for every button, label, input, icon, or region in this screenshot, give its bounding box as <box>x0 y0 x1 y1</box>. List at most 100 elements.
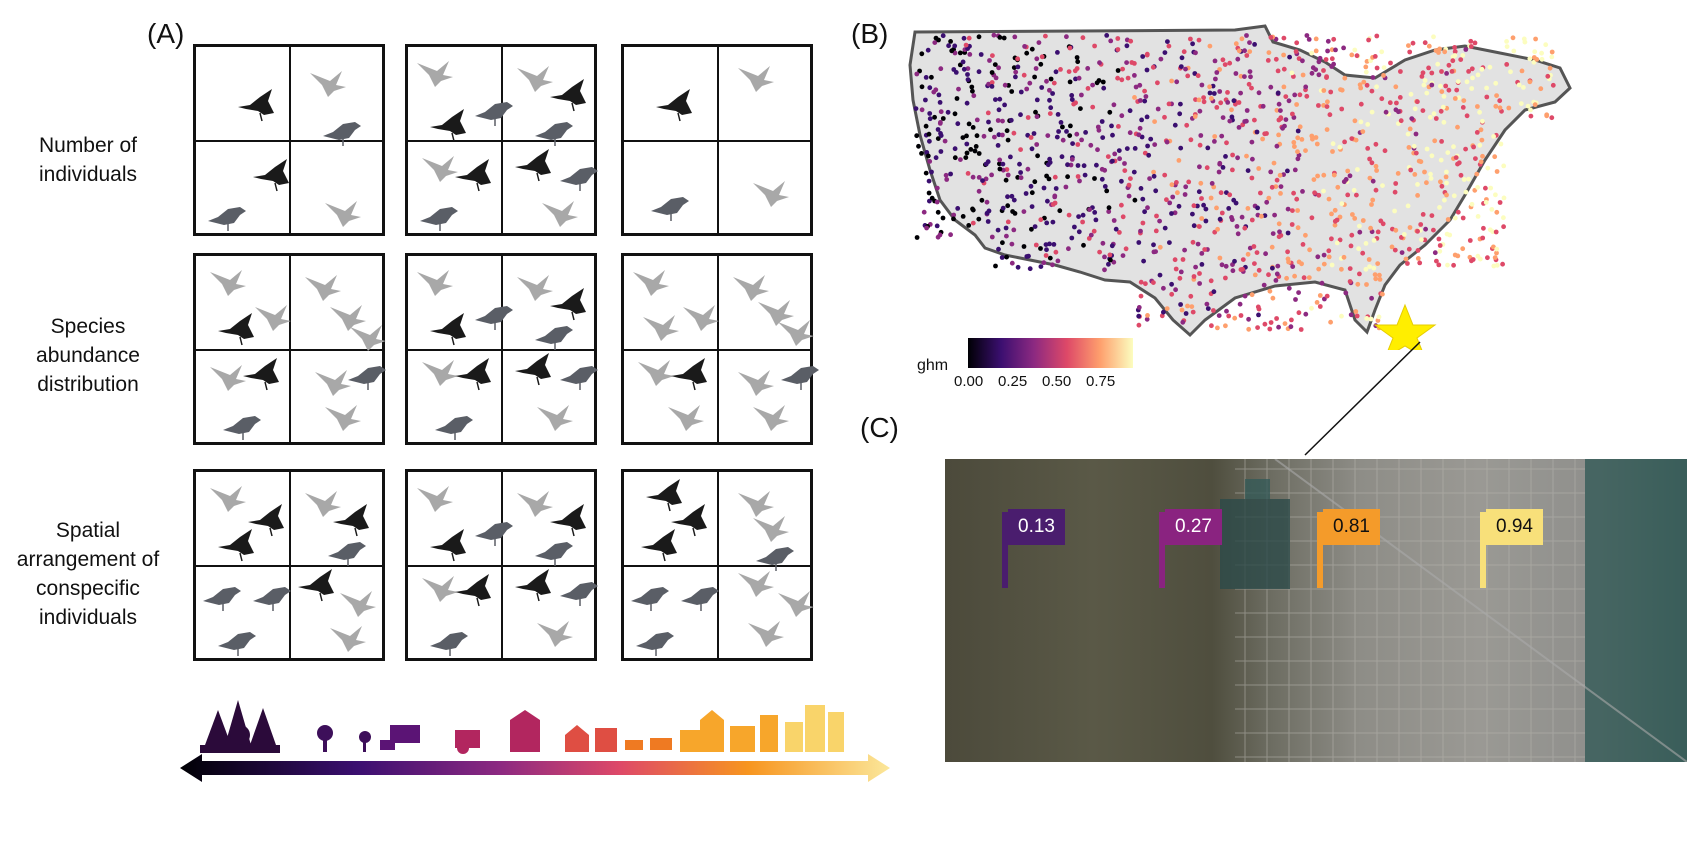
map-dot <box>986 119 991 125</box>
map-dot <box>1324 75 1329 80</box>
map-dot <box>966 223 972 228</box>
map-dot <box>1198 133 1204 138</box>
map-dot <box>952 146 958 152</box>
map-dot <box>1307 247 1312 253</box>
map-dot <box>932 40 938 45</box>
bird-icon <box>558 572 602 608</box>
map-dot <box>932 114 937 120</box>
map-dot <box>1281 84 1287 90</box>
bird-icon <box>513 147 557 183</box>
map-dot <box>1107 252 1113 258</box>
map-dot <box>1015 64 1021 70</box>
map-dot <box>1421 82 1427 88</box>
map-dot <box>984 199 990 205</box>
map-dot <box>1484 94 1490 100</box>
map-dot <box>1393 107 1399 113</box>
map-dot <box>1445 150 1451 156</box>
map-dot <box>1099 176 1105 182</box>
map-dot <box>1076 229 1082 235</box>
map-dot <box>1209 96 1214 101</box>
map-dot <box>1079 92 1084 98</box>
map-dot <box>1504 39 1509 44</box>
map-dot <box>1029 204 1035 210</box>
bird-icon <box>679 301 723 337</box>
bird-icon <box>413 57 457 93</box>
map-dot <box>1399 235 1404 240</box>
map-dot <box>1127 108 1133 114</box>
row-label-number-of-individuals: Number of individuals <box>3 131 173 189</box>
map-dot <box>989 70 995 75</box>
map-dot <box>1319 280 1325 286</box>
map-dot <box>1245 251 1251 257</box>
map-dot <box>1220 165 1226 170</box>
map-dot <box>1033 109 1038 115</box>
map-dot <box>1127 130 1133 136</box>
map-dot <box>1085 86 1091 91</box>
map-dot <box>1330 149 1335 154</box>
map-dot <box>969 84 975 90</box>
map-dot <box>1018 175 1024 181</box>
map-dot <box>1091 228 1097 234</box>
map-dot <box>1066 69 1072 74</box>
map-dot <box>1331 36 1337 42</box>
map-dot <box>1353 137 1359 143</box>
map-dot <box>1309 70 1315 76</box>
map-dot <box>1437 46 1442 52</box>
map-dot <box>976 34 982 40</box>
map-dot <box>1005 172 1011 178</box>
row-label-line: individuals <box>38 163 138 186</box>
map-dot <box>1249 217 1255 223</box>
map-dot <box>1140 220 1146 226</box>
map-dot <box>1249 175 1255 181</box>
map-dot <box>1094 162 1099 168</box>
map-dot <box>1360 129 1366 134</box>
bird-icon <box>669 356 713 392</box>
map-dot <box>1455 124 1460 130</box>
map-dot <box>1083 130 1088 135</box>
map-dot <box>1145 143 1150 149</box>
map-dot <box>1483 185 1488 191</box>
map-dot <box>1178 64 1184 69</box>
map-dot <box>1276 101 1282 107</box>
map-dot <box>1407 126 1413 132</box>
map-dot <box>1437 205 1442 210</box>
map-dot <box>1229 114 1235 120</box>
map-dot <box>1439 183 1445 189</box>
map-dot <box>983 176 989 182</box>
map-dot <box>1116 124 1121 129</box>
bird-icon <box>336 587 380 623</box>
map-dot <box>1415 248 1421 253</box>
map-dot <box>1115 47 1121 52</box>
map-dot <box>981 133 987 139</box>
map-dot <box>1470 75 1475 81</box>
map-dot <box>1140 54 1146 59</box>
map-dot <box>1271 160 1277 166</box>
map-dot <box>1235 155 1240 161</box>
map-dot <box>963 155 969 161</box>
map-dot <box>1434 258 1439 264</box>
map-dot <box>1251 244 1257 249</box>
map-dot <box>1021 244 1027 249</box>
map-dot <box>1269 244 1275 250</box>
map-dot <box>1095 147 1100 153</box>
map-dot <box>1092 176 1097 181</box>
map-dot <box>1366 257 1372 262</box>
map-dot <box>1075 59 1081 65</box>
map-dot <box>1392 208 1397 214</box>
map-dot <box>1212 229 1218 235</box>
map-dot <box>1218 100 1224 106</box>
map-dot <box>964 100 970 106</box>
map-dot <box>1436 262 1442 268</box>
flag-pole <box>1002 512 1008 588</box>
map-dot <box>1274 143 1280 149</box>
map-dot <box>1018 112 1023 118</box>
map-dot <box>964 141 970 147</box>
map-dot <box>1341 254 1347 260</box>
map-dot <box>1050 91 1055 96</box>
map-dot <box>1093 217 1099 223</box>
bird-icon <box>301 487 345 523</box>
map-dot <box>1060 137 1066 143</box>
map-dot <box>1106 209 1112 215</box>
map-dot <box>1108 257 1113 263</box>
map-dot <box>1438 157 1444 163</box>
